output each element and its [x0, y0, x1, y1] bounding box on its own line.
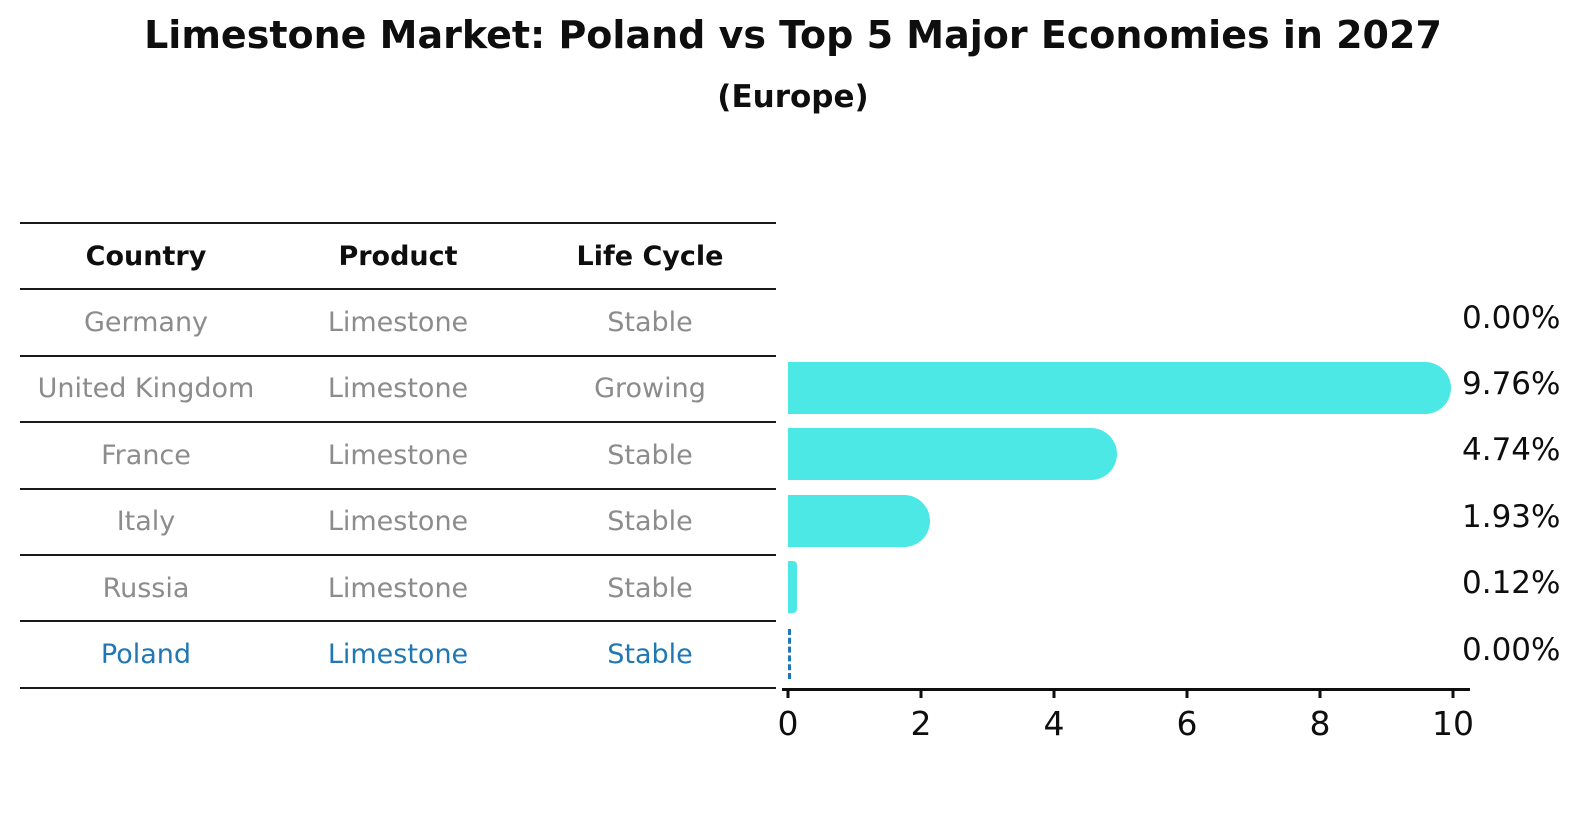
cell-product-united-kingdom: Limestone [327, 373, 469, 405]
table-row-france: France Limestone Stable [20, 421, 776, 487]
country-table: Country Product Life Cycle Germany Limestone… [20, 222, 776, 689]
cell-country-poland: Poland [100, 639, 192, 671]
cell-country-russia: Russia [102, 572, 190, 604]
x-tick-mark-4 [1052, 688, 1056, 698]
table-header-row: Country Product Life Cycle [20, 222, 776, 288]
x-tick-mark-10 [1451, 688, 1455, 698]
cell-life_cycle-italy: Stable [607, 506, 693, 538]
cell-life_cycle-poland: Stable [607, 639, 693, 671]
cell-country-germany: Germany [83, 307, 209, 339]
cell-product-germany: Limestone [327, 307, 469, 339]
cell-life_cycle-germany: Stable [607, 307, 693, 339]
column-header-product: Product [338, 240, 458, 272]
cell-life_cycle-france: Stable [607, 439, 693, 471]
highlight-zero-bar-poland [788, 628, 791, 679]
cell-life_cycle-united-kingdom: Growing [594, 373, 706, 405]
value-label-france: 4.74% [1462, 432, 1561, 469]
table-row-italy: Italy Limestone Stable [20, 487, 776, 554]
value-label-italy: 1.93% [1462, 498, 1561, 535]
cell-country-italy: Italy [116, 506, 176, 538]
bar-russia [788, 561, 797, 614]
x-tick-label-2: 2 [910, 704, 932, 743]
cell-country-france: France [101, 439, 191, 471]
value-label-germany: 0.00% [1462, 299, 1561, 336]
chart-subtitle: (Europe) [717, 79, 869, 115]
cell-product-italy: Limestone [327, 506, 469, 538]
bar-united-kingdom [788, 362, 1452, 414]
cell-product-russia: Limestone [327, 572, 469, 604]
x-tick-mark-2 [919, 688, 923, 698]
bar-chart-plot-area: 0 2 4 6 8 10 [778, 222, 1474, 743]
x-tick-label-4: 4 [1043, 704, 1065, 743]
x-tick-label-10: 10 [1432, 704, 1474, 743]
value-label-poland: 0.00% [1462, 631, 1561, 668]
x-tick-mark-8 [1318, 688, 1322, 698]
x-tick-mark-6 [1185, 688, 1189, 698]
table-row-russia: Russia Limestone Stable [20, 553, 776, 620]
cell-country-united-kingdom: United Kingdom [37, 373, 255, 405]
chart-title: Limestone Market: Poland vs Top 5 Major … [144, 13, 1442, 57]
column-header-country: Country [85, 240, 207, 272]
bar-italy [788, 494, 931, 547]
value-label-russia: 0.12% [1462, 565, 1561, 602]
cell-product-france: Limestone [327, 439, 469, 471]
table-row-united-kingdom: United Kingdom Limestone Growing [20, 354, 776, 421]
x-tick-mark-0 [786, 688, 790, 698]
cell-life_cycle-russia: Stable [607, 572, 693, 604]
column-header-life-cycle: Life Cycle [576, 240, 724, 272]
value-label-united-kingdom: 9.76% [1462, 366, 1561, 402]
bar-france [788, 428, 1118, 481]
x-tick-label-8: 8 [1309, 704, 1331, 743]
x-tick-label-6: 6 [1176, 704, 1198, 743]
cell-product-poland: Limestone [327, 639, 469, 671]
table-row-germany: Germany Limestone Stable [20, 288, 776, 354]
table-row-poland: Poland Limestone Stable [20, 620, 776, 686]
x-tick-label-0: 0 [777, 704, 799, 743]
